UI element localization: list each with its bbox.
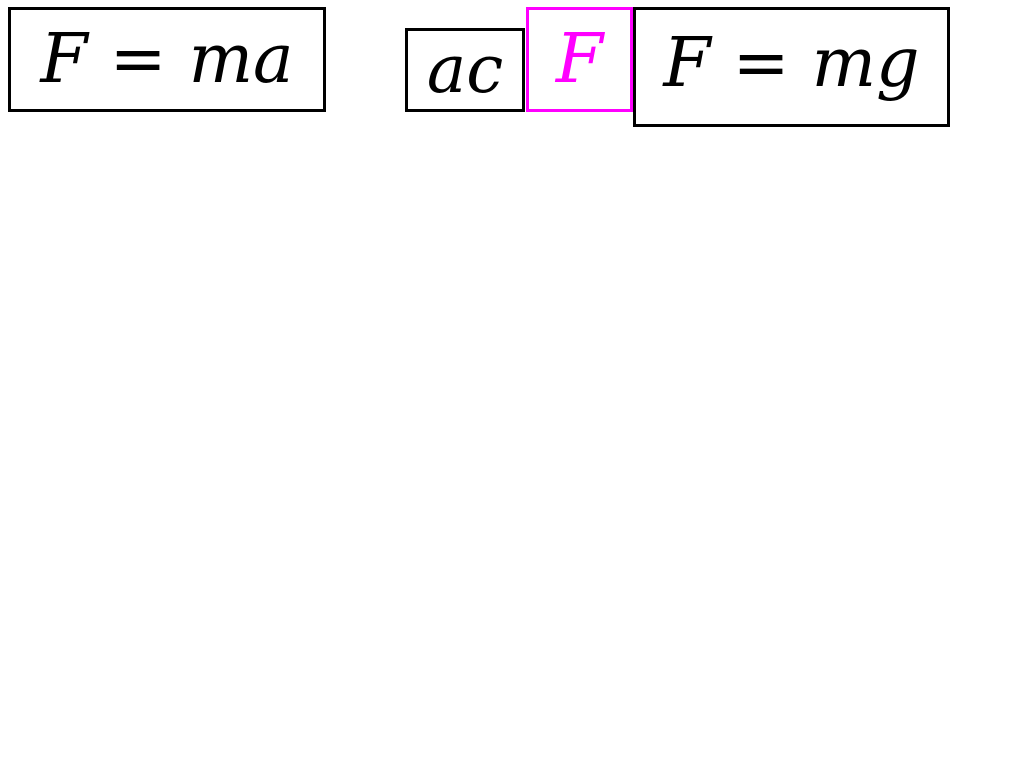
fragment-box-ac: ac bbox=[405, 28, 525, 112]
equation-rhs: ma bbox=[188, 19, 294, 99]
equation-box-f-equals-ma: F = ma bbox=[8, 7, 326, 112]
highlighted-box-f: F bbox=[526, 7, 633, 112]
equals-sign: = bbox=[732, 24, 790, 103]
fragment-text: ac bbox=[426, 31, 504, 108]
equation-box-f-equals-mg: F = mg bbox=[633, 7, 950, 127]
equals-sign: = bbox=[109, 19, 167, 99]
equation-lhs: F bbox=[40, 19, 88, 99]
equation-lhs: F bbox=[663, 24, 711, 103]
equation-rhs: mg bbox=[811, 24, 920, 103]
highlighted-text: F bbox=[555, 19, 604, 99]
